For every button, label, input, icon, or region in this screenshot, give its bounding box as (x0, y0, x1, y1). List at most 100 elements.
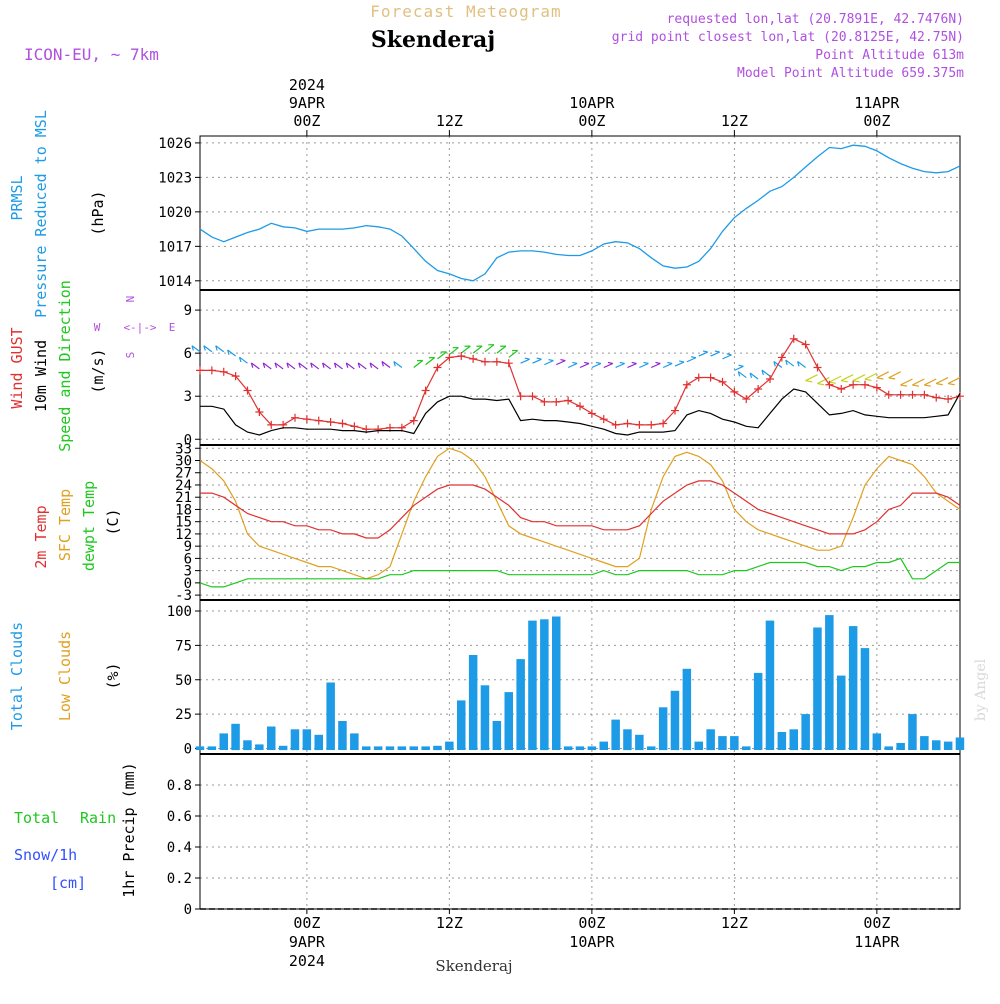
footer-location: Skenderaj (435, 957, 512, 975)
y-tick-label: 0.8 (167, 778, 192, 794)
model-label: ICON-EU, ~ 7km (24, 45, 159, 64)
gust-marker (624, 419, 632, 427)
cloud-bar (421, 746, 430, 750)
wind-arrow-head (679, 361, 684, 362)
gust-marker (778, 353, 786, 361)
temp-unit: (C) (104, 508, 122, 535)
cloud-bar (659, 707, 668, 750)
gust-marker (469, 355, 477, 363)
cloud-bar (326, 683, 335, 751)
wind-arrow-head (924, 385, 931, 386)
gust-marker (564, 397, 572, 405)
wind-arrow (889, 372, 901, 378)
wind-arrow-head (549, 360, 554, 361)
wind-arrow (663, 364, 672, 368)
gust-marker (208, 366, 216, 374)
wind-arrow (734, 366, 743, 370)
panel-frame (200, 600, 960, 754)
gust-marker (588, 409, 596, 417)
time-label-bottom: 00Z (863, 914, 890, 932)
cloud-bar (790, 729, 799, 750)
cloud-bar (801, 714, 810, 750)
wind-arrow-head (525, 358, 530, 359)
model-altitude: Model Point Altitude 659.375m (737, 66, 964, 81)
wind-arrow-head (865, 379, 872, 380)
gust-marker (350, 422, 358, 430)
precip-total-label: Total (14, 809, 59, 827)
cloud-bar (932, 740, 941, 750)
wind-arrow (723, 355, 732, 359)
gust-marker (695, 374, 703, 382)
wind-arrow (651, 364, 660, 368)
cloud-bar (481, 685, 490, 750)
gust-marker (612, 421, 620, 429)
cloud-bar (255, 744, 264, 750)
wind-arrow-head (572, 362, 577, 363)
cloud-bar (208, 746, 217, 750)
point-altitude: Point Altitude 613m (815, 48, 964, 63)
cloud-bar (730, 736, 739, 750)
cloud-bar (706, 729, 715, 750)
wind-arrow (533, 359, 542, 363)
cloud-bar (885, 746, 894, 750)
cloud-bar (564, 746, 573, 750)
gust-marker (303, 415, 311, 423)
cloud-bar (600, 742, 609, 750)
cloud-bar (623, 729, 632, 750)
time-label-top: 00Z (863, 112, 890, 130)
cloud-bar (778, 732, 787, 750)
cloud-bar (873, 733, 882, 750)
cloud-bar (908, 714, 917, 750)
cloud-bar (303, 729, 312, 750)
panel-frame (200, 136, 960, 290)
wind-arrow (592, 364, 601, 368)
dewpt-label: dewpt Temp (80, 481, 98, 571)
gust-marker (291, 414, 299, 422)
gust-marker (825, 381, 833, 389)
cloud-bar (469, 655, 478, 750)
wind-arrow-head (948, 384, 955, 385)
gust-marker (339, 419, 347, 427)
gust-marker (861, 381, 869, 389)
wind-arrow (521, 359, 530, 363)
gust-marker (529, 392, 537, 400)
pressure-label-2: Pressure Reduced to MSL (32, 110, 50, 318)
wind-arrow-head (608, 362, 613, 363)
y-tick-label: 0 (184, 902, 192, 918)
wind-arrow (473, 346, 482, 353)
gust-marker (374, 425, 382, 433)
cloud-bar (635, 735, 644, 750)
wind-arrow (687, 358, 696, 362)
compass-arrows: <-|-> (123, 321, 156, 334)
panel-frame (200, 754, 960, 909)
gust-marker (410, 417, 418, 425)
cloud-bar (267, 727, 276, 751)
cloud-bar (338, 721, 347, 750)
gust-marker (493, 358, 501, 366)
wind-arrow-head (817, 384, 824, 385)
y-tick-label: 1020 (158, 205, 192, 221)
wind-arrow-head (727, 354, 732, 355)
wind-arrow (912, 379, 924, 385)
gust-marker (932, 394, 940, 402)
cloud-bar (920, 736, 929, 750)
wind-arrow-head (620, 362, 625, 363)
y-tick-label: 1014 (158, 274, 192, 290)
watermark: by Angel (973, 658, 989, 721)
wind-arrow (901, 379, 913, 385)
wind-arrow-head (889, 378, 896, 379)
wind-dir-label: Speed and Direction (56, 280, 74, 452)
wind-arrow-head (853, 381, 860, 382)
wind-arrow (485, 345, 494, 352)
y-tick-label: 50 (175, 673, 192, 689)
precip-rain-label: Rain (80, 809, 116, 827)
wind-arrow-head (806, 381, 813, 382)
pressure-label: PRMSL (8, 175, 26, 220)
gust-marker (873, 384, 881, 392)
wind-arrow-head (691, 357, 696, 358)
time-label-top: 9APR (289, 94, 326, 112)
wind-arrow (628, 364, 637, 368)
gust-marker (849, 381, 857, 389)
wind-arrow-head (596, 362, 601, 363)
gust-marker (481, 358, 489, 366)
